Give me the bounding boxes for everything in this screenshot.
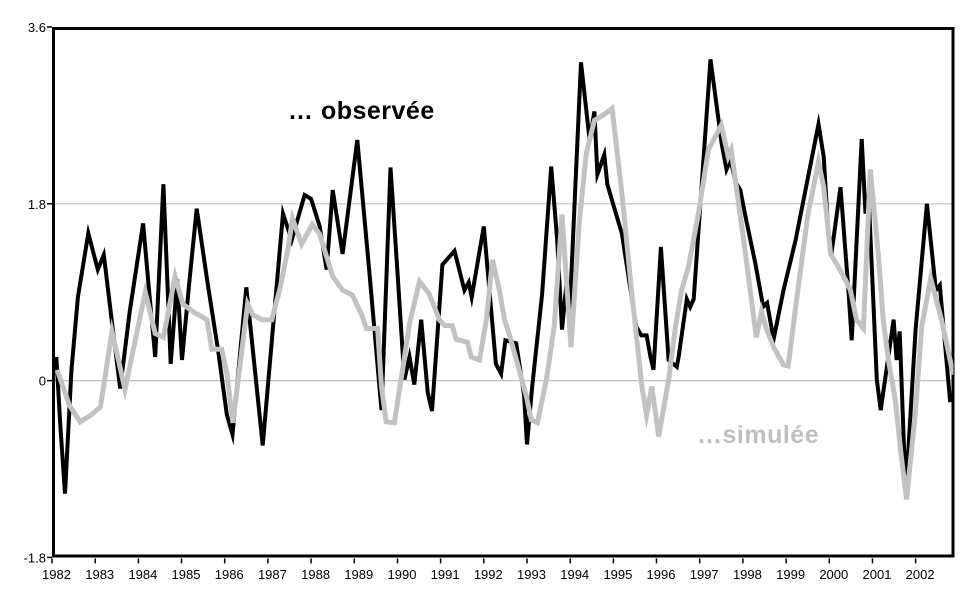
y-tick-label: -1.8: [24, 550, 46, 565]
x-tick-label: 1986: [215, 567, 244, 582]
x-tick-label: 1985: [172, 567, 201, 582]
series-line-simulee: [54, 103, 954, 500]
x-tick-label: 1982: [42, 567, 71, 582]
plot-frame: [52, 27, 955, 558]
x-tick-label: 1994: [560, 567, 589, 582]
y-tick-label: 0: [39, 374, 46, 389]
x-tick-label: 1988: [301, 567, 330, 582]
x-tick-label: 1995: [603, 567, 632, 582]
x-tick-label: 2000: [819, 567, 848, 582]
x-tick-label: 1999: [776, 567, 805, 582]
x-tick-label: 1983: [85, 567, 114, 582]
x-tick-label: 1997: [690, 567, 719, 582]
x-tick-label: 1990: [388, 567, 417, 582]
y-tick-label: 1.8: [28, 197, 46, 212]
series-label-simulee: …simulée: [697, 421, 820, 449]
series-line-observee: [54, 59, 953, 494]
x-tick-label: 1984: [128, 567, 157, 582]
x-tick-label: 1987: [258, 567, 287, 582]
x-tick-label: 1996: [647, 567, 676, 582]
y-tick-label: 3.6: [28, 20, 46, 35]
x-tick-label: 1991: [431, 567, 460, 582]
x-tick-label: 2001: [863, 567, 892, 582]
x-tick-label: 1998: [733, 567, 762, 582]
x-tick-label: 1993: [517, 567, 546, 582]
x-tick-label: 1989: [344, 567, 373, 582]
x-tick-label: 1992: [474, 567, 503, 582]
x-tick-label: 2002: [906, 567, 935, 582]
series-label-observee: … observée: [288, 97, 435, 125]
